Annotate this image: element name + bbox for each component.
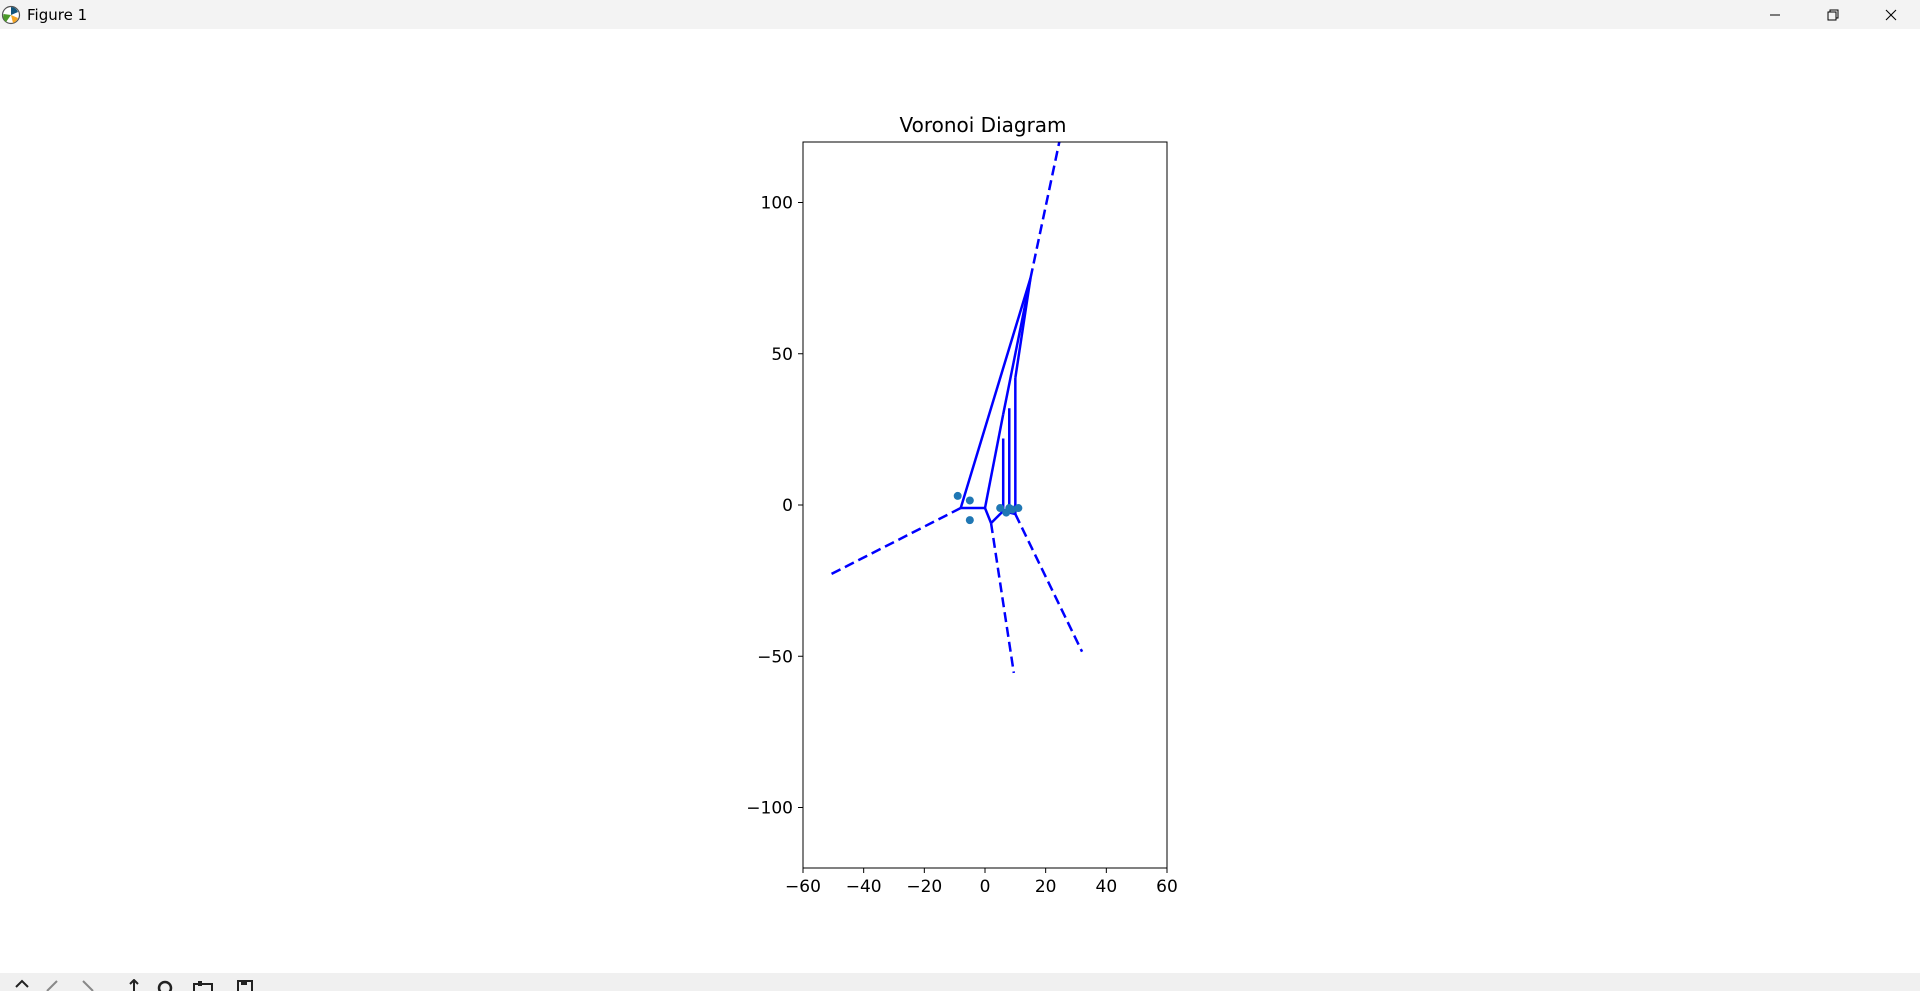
x-tick-label: 20 [1035, 877, 1057, 897]
voronoi-infinite-edge-2 [1014, 513, 1084, 653]
navigation-toolbar [0, 973, 1920, 991]
y-tick-label: −50 [757, 647, 793, 667]
figure-canvas[interactable]: Voronoi Diagram −60 −40 −20 0 20 40 60 100 50 0 −… [0, 29, 1920, 973]
close-button[interactable] [1862, 0, 1920, 29]
x-tick-label: 40 [1096, 877, 1118, 897]
voronoi-edge-6 [1014, 277, 1032, 379]
voronoi-edge-3 [990, 510, 1005, 525]
voronoi-infinite-edge-0 [826, 506, 962, 578]
voronoi-point-0 [953, 491, 962, 500]
close-icon [1885, 9, 1897, 20]
voronoi-point-6 [1008, 505, 1017, 514]
voronoi-edge-4 [983, 414, 1005, 509]
voronoi-edge-1 [959, 277, 1032, 509]
minimize-icon [1770, 14, 1780, 15]
x-tick-label: −20 [906, 877, 942, 897]
y-tick-label: 0 [782, 496, 793, 516]
y-tick-label: 50 [771, 345, 793, 365]
voronoi-point-1 [965, 496, 974, 505]
voronoi-infinite-edge-1 [989, 522, 1016, 674]
restore-button[interactable] [1804, 0, 1862, 29]
x-tick-label: −40 [846, 877, 882, 897]
voronoi-infinite-edge-3 [1029, 141, 1061, 279]
save-icon[interactable] [236, 979, 254, 991]
window-title: Figure 1 [27, 5, 88, 24]
configure-subplots-icon[interactable] [192, 979, 214, 991]
restore-icon [1827, 9, 1839, 20]
voronoi-point-3 [996, 504, 1005, 513]
zoom-icon[interactable] [156, 979, 174, 991]
voronoi-point-7 [1014, 504, 1023, 513]
matplotlib-logo-icon [1, 5, 21, 24]
home-icon[interactable] [14, 979, 30, 991]
x-tick-label: −60 [785, 877, 821, 897]
voronoi-chart: Voronoi Diagram −60 −40 −20 0 20 40 60 100 50 0 −… [746, 113, 1178, 897]
y-tick-label: 100 [761, 194, 793, 214]
x-tick-label: 60 [1156, 877, 1178, 897]
voronoi-edge-2 [983, 507, 993, 524]
forward-arrow-icon[interactable] [80, 979, 96, 991]
window-title-bar: Figure 1 [0, 0, 1920, 29]
chart-title: Voronoi Diagram [899, 113, 1066, 137]
y-tick-label: −100 [746, 799, 793, 819]
minimize-button[interactable] [1746, 0, 1804, 29]
voronoi-point-2 [965, 516, 974, 525]
back-arrow-icon[interactable] [44, 979, 60, 991]
pan-icon[interactable] [126, 979, 142, 991]
x-tick-label: 0 [980, 877, 991, 897]
